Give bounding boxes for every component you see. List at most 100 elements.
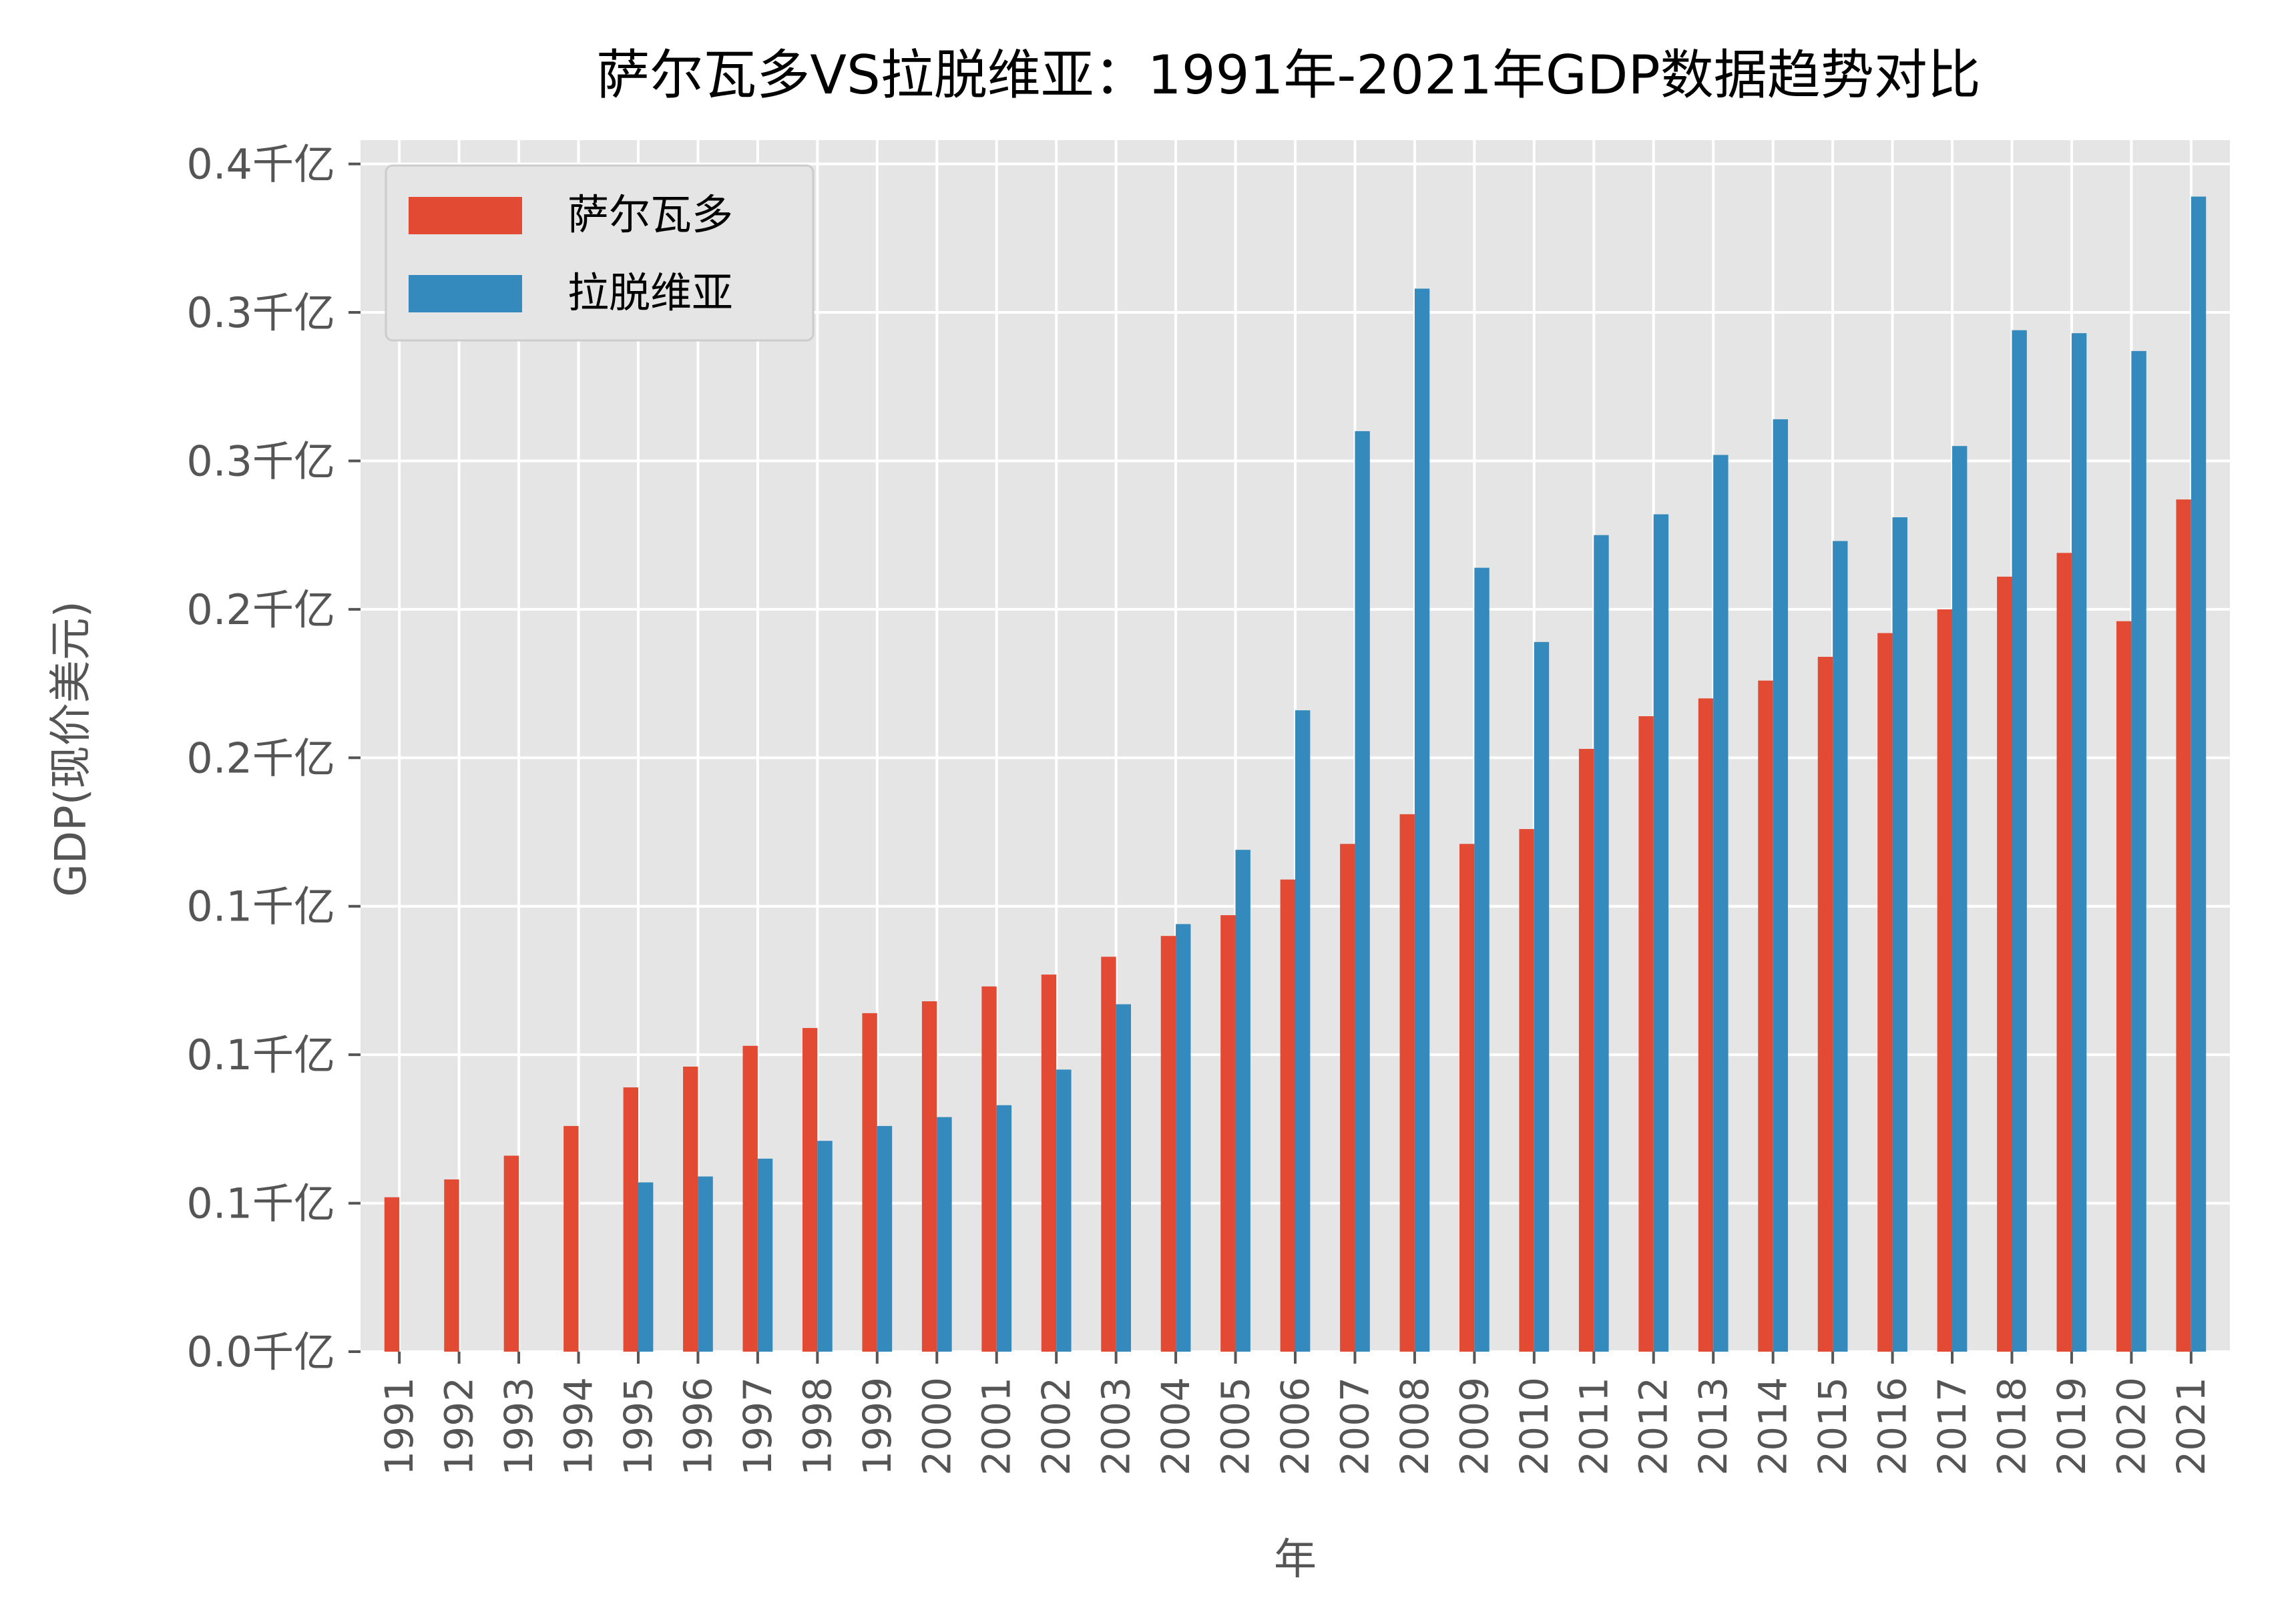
bar-el-salvador-2001 xyxy=(981,986,997,1352)
x-axis-label: 年 xyxy=(1274,1535,1317,1585)
bar-latvia-1996 xyxy=(698,1176,713,1352)
y-axis-label: GDP(现价美元) xyxy=(47,601,96,896)
bar-latvia-2009 xyxy=(1474,567,1490,1352)
bar-el-salvador-2005 xyxy=(1220,915,1236,1352)
bar-latvia-2007 xyxy=(1355,431,1370,1352)
bar-el-salvador-2006 xyxy=(1280,879,1295,1352)
x-tick-label: 2017 xyxy=(1929,1377,1975,1476)
bar-latvia-2000 xyxy=(937,1117,952,1352)
bar-latvia-1997 xyxy=(757,1158,773,1352)
bar-el-salvador-2010 xyxy=(1519,829,1534,1352)
bar-el-salvador-1993 xyxy=(503,1155,519,1352)
bar-el-salvador-2012 xyxy=(1638,716,1654,1352)
x-tick-label: 2009 xyxy=(1451,1377,1497,1476)
y-tick-label: 0.1千亿 xyxy=(186,1031,335,1079)
bar-el-salvador-2011 xyxy=(1578,748,1594,1352)
bar-el-salvador-1994 xyxy=(563,1125,579,1352)
bar-latvia-2020 xyxy=(2131,350,2146,1352)
x-tick-label: 2008 xyxy=(1392,1377,1437,1476)
bar-el-salvador-1992 xyxy=(444,1179,459,1352)
bar-el-salvador-2013 xyxy=(1698,698,1714,1352)
bar-el-salvador-1999 xyxy=(862,1013,877,1352)
bars xyxy=(384,196,2207,1352)
bar-el-salvador-2014 xyxy=(1758,680,1773,1352)
bar-latvia-1998 xyxy=(817,1141,833,1352)
x-tick-label: 2014 xyxy=(1751,1377,1796,1476)
chart-title: 萨尔瓦多VS拉脱维亚：1991年-2021年GDP数据趋势对比 xyxy=(596,44,1980,106)
x-tick-label: 2011 xyxy=(1571,1377,1616,1476)
bar-latvia-2014 xyxy=(1773,419,1789,1352)
bar-latvia-1999 xyxy=(877,1125,893,1352)
y-tick-label: 0.4千亿 xyxy=(186,140,335,189)
bar-latvia-2006 xyxy=(1295,710,1311,1352)
x-tick-label: 2004 xyxy=(1153,1377,1198,1476)
bar-el-salvador-1996 xyxy=(683,1066,698,1352)
bar-latvia-2018 xyxy=(2012,330,2027,1352)
legend-label-latvia: 拉脱维亚 xyxy=(567,268,733,317)
x-tick-label: 2006 xyxy=(1273,1377,1318,1476)
x-tick-label: 1992 xyxy=(437,1377,482,1476)
y-tick-label: 0.1千亿 xyxy=(186,1179,335,1228)
bar-el-salvador-2021 xyxy=(2176,499,2191,1352)
bar-el-salvador-2018 xyxy=(1997,576,2012,1352)
x-tick-label: 1996 xyxy=(675,1377,720,1476)
x-tick-label: 2007 xyxy=(1332,1377,1377,1476)
x-tick-label: 1999 xyxy=(855,1377,900,1476)
legend-label-el-salvador: 萨尔瓦多 xyxy=(567,190,733,239)
x-tick-label: 1995 xyxy=(616,1377,661,1476)
x-axis: 1991 1992 1993 1994 1995 1996 1997 1998 1999 2000… xyxy=(377,1352,2214,1476)
x-tick-label: 1994 xyxy=(556,1377,602,1476)
bar-el-salvador-1995 xyxy=(623,1087,638,1352)
bar-latvia-2003 xyxy=(1116,1004,1131,1352)
legend-swatch-latvia xyxy=(409,275,522,312)
x-tick-label: 2019 xyxy=(2049,1377,2094,1476)
bar-latvia-2008 xyxy=(1414,288,1430,1352)
x-tick-label: 2003 xyxy=(1094,1377,1139,1476)
x-tick-label: 1991 xyxy=(377,1377,422,1476)
bar-latvia-2005 xyxy=(1235,850,1250,1352)
bar-latvia-2016 xyxy=(1892,517,1907,1352)
bar-latvia-2012 xyxy=(1653,514,1669,1352)
bar-el-salvador-1997 xyxy=(742,1045,758,1352)
x-tick-label: 2021 xyxy=(2168,1377,2214,1476)
bar-latvia-2010 xyxy=(1534,641,1550,1352)
bar-el-salvador-2017 xyxy=(1937,609,1953,1352)
bar-latvia-1995 xyxy=(638,1182,654,1352)
y-tick-label: 0.0千亿 xyxy=(186,1328,335,1376)
bar-el-salvador-2004 xyxy=(1160,936,1176,1352)
x-tick-label: 2018 xyxy=(1989,1377,2034,1476)
bar-latvia-2015 xyxy=(1833,541,1848,1352)
bar-el-salvador-1991 xyxy=(384,1197,400,1352)
x-tick-label: 2010 xyxy=(1512,1377,1557,1476)
bar-el-salvador-2019 xyxy=(2056,553,2072,1352)
bar-latvia-2019 xyxy=(2071,333,2087,1352)
bar-latvia-2013 xyxy=(1713,455,1729,1352)
x-tick-label: 1997 xyxy=(735,1377,780,1476)
legend-swatch-el-salvador xyxy=(409,197,522,234)
bar-el-salvador-1998 xyxy=(802,1028,818,1352)
bar-el-salvador-2016 xyxy=(1877,633,1893,1352)
x-tick-label: 2001 xyxy=(974,1377,1019,1476)
x-tick-label: 2002 xyxy=(1034,1377,1079,1476)
y-tick-label: 0.3千亿 xyxy=(186,288,335,337)
x-tick-label: 2000 xyxy=(914,1377,959,1476)
bar-el-salvador-2009 xyxy=(1459,844,1475,1352)
x-tick-label: 1998 xyxy=(794,1377,840,1476)
bar-el-salvador-2015 xyxy=(1817,657,1833,1352)
y-tick-label: 0.2千亿 xyxy=(186,734,335,782)
bar-el-salvador-2002 xyxy=(1041,975,1057,1352)
x-tick-label: 2005 xyxy=(1213,1377,1258,1476)
bar-el-salvador-2000 xyxy=(921,1001,937,1352)
bar-latvia-2011 xyxy=(1594,535,1609,1352)
bar-el-salvador-2020 xyxy=(2116,621,2132,1352)
bar-latvia-2017 xyxy=(1952,446,1968,1352)
bar-el-salvador-2003 xyxy=(1101,957,1116,1352)
y-tick-label: 0.2千亿 xyxy=(186,585,335,634)
bar-el-salvador-2007 xyxy=(1340,844,1355,1352)
y-tick-label: 0.1千亿 xyxy=(186,882,335,931)
bar-latvia-2021 xyxy=(2191,196,2207,1352)
x-tick-label: 2012 xyxy=(1631,1377,1676,1476)
y-tick-label: 0.3千亿 xyxy=(186,437,335,485)
bar-el-salvador-2008 xyxy=(1399,814,1415,1352)
